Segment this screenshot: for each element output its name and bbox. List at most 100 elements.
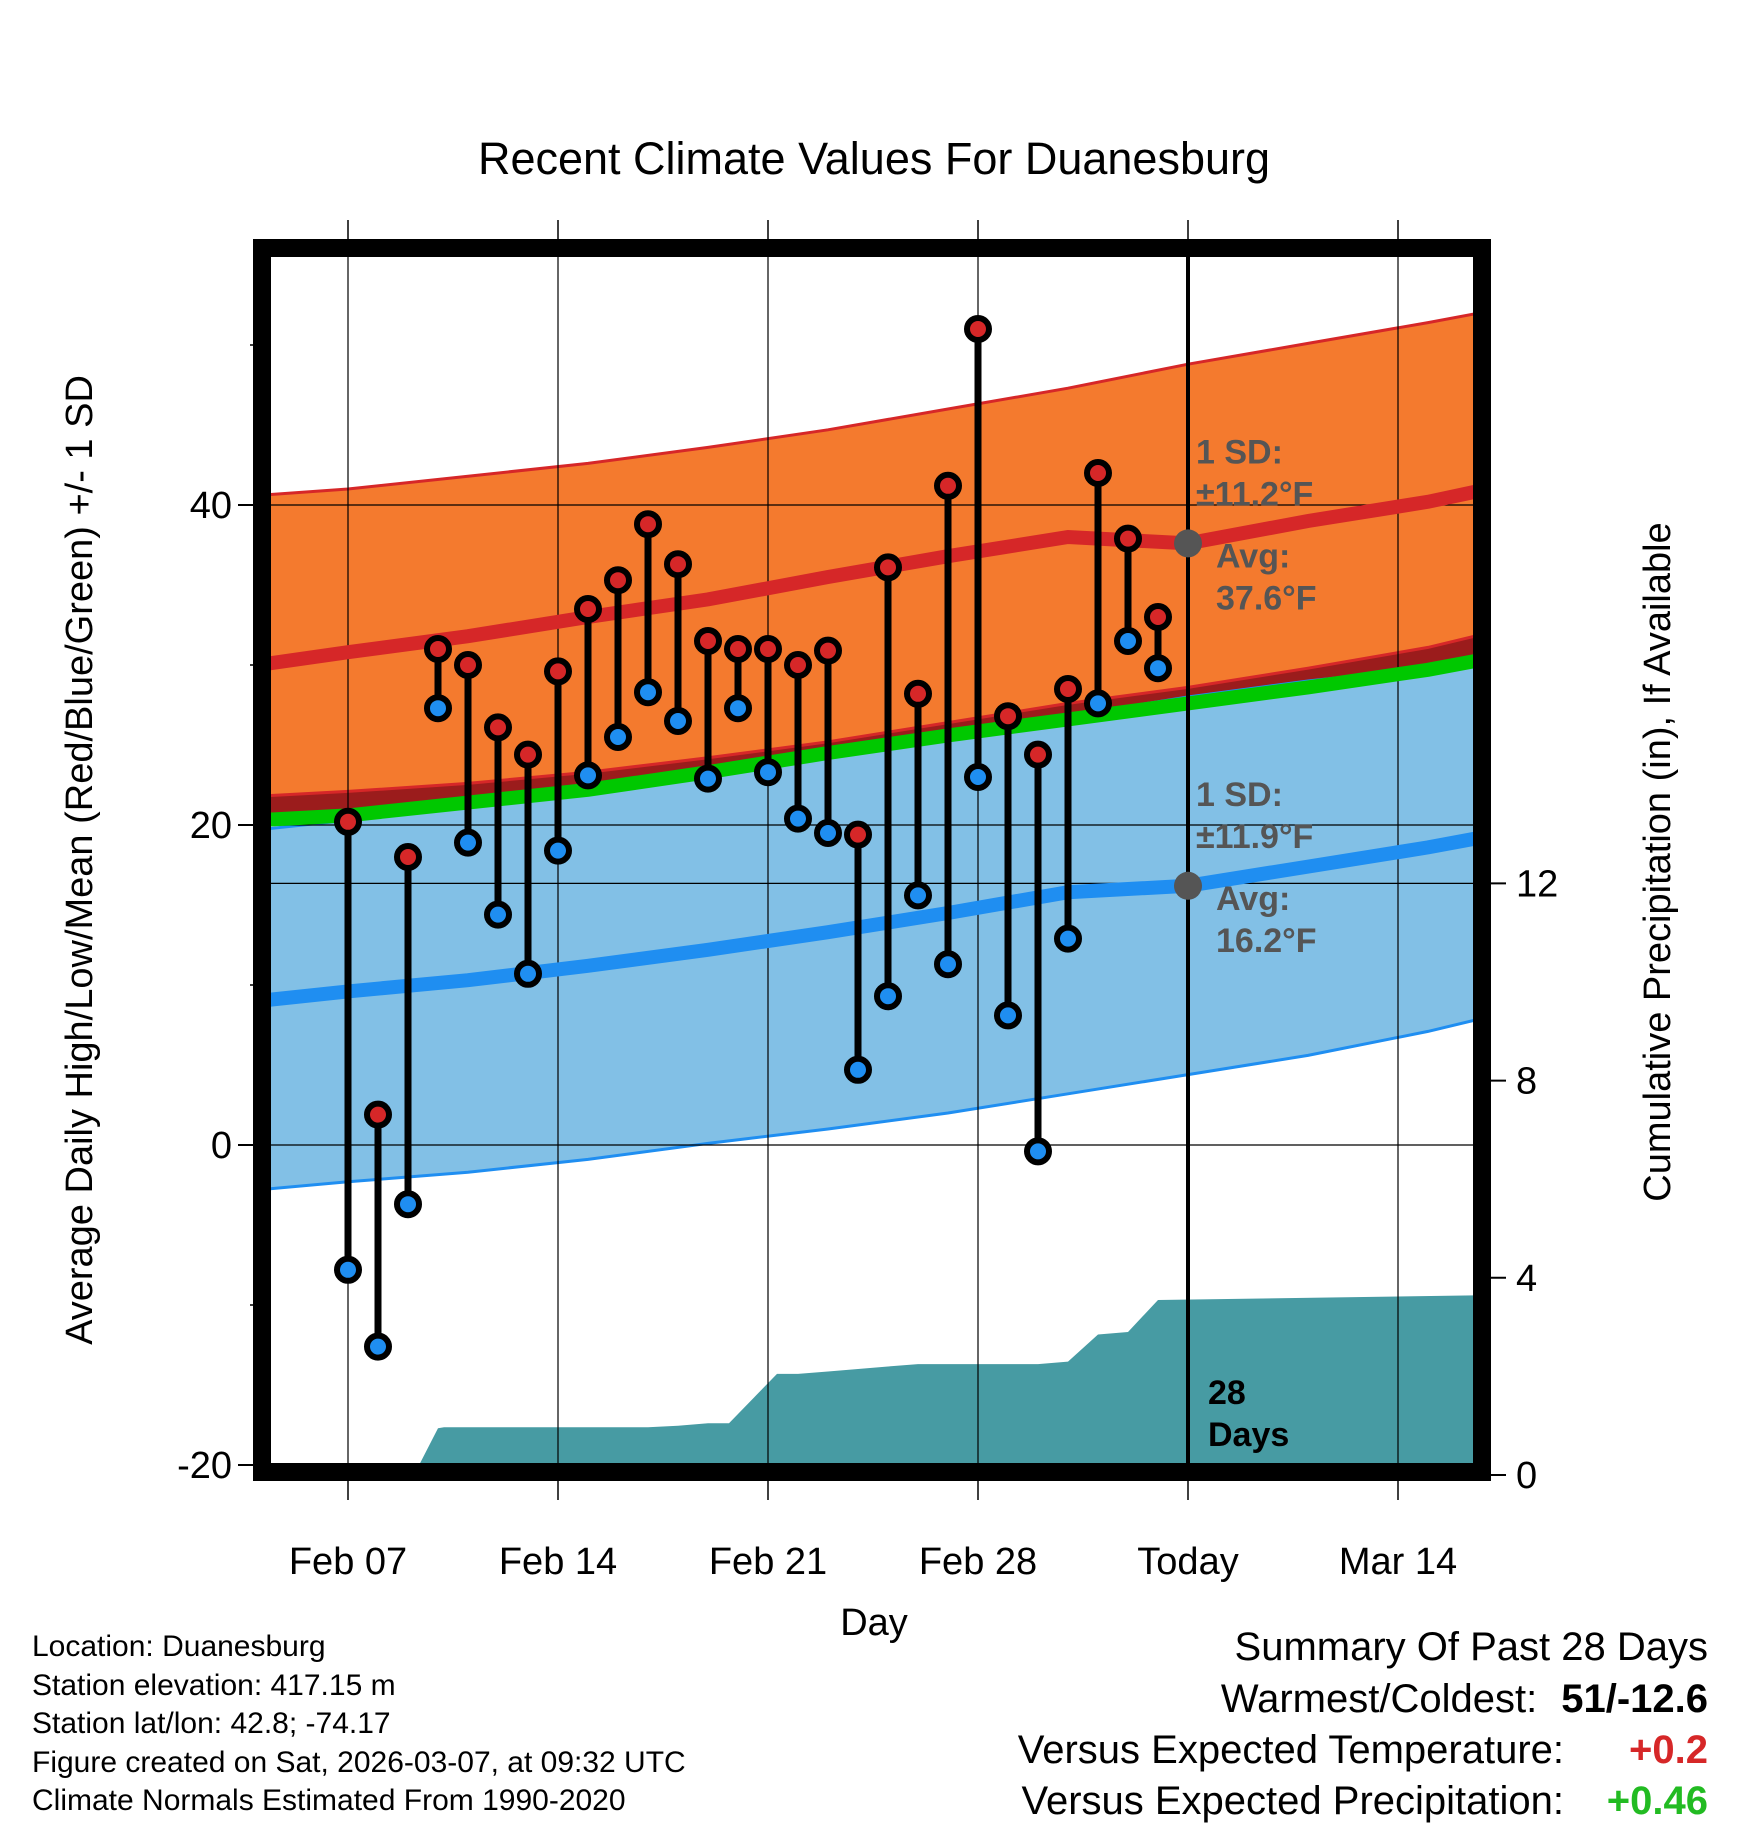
daily-low-point — [964, 763, 992, 791]
daily-high-point — [874, 553, 902, 582]
daily-low-point — [904, 881, 932, 910]
daily-high-point — [484, 713, 512, 742]
high-avg-value: 37.6°F — [1216, 579, 1317, 617]
x-tick-label: Feb 07 — [289, 1541, 407, 1583]
elevation-text: Station elevation: 417.15 m — [32, 1668, 396, 1702]
daily-high-point — [514, 740, 542, 769]
daily-low-point — [994, 1001, 1022, 1030]
daily-high-point — [454, 651, 482, 679]
daily-low-point — [754, 758, 782, 787]
high-avg-label: Avg: — [1216, 537, 1290, 575]
y-tick-label: 40 — [190, 485, 232, 527]
daily-high-point — [814, 636, 842, 665]
daily-high-point — [424, 635, 452, 663]
daily-high-point — [994, 702, 1022, 731]
x-axis-label: Day — [840, 1602, 908, 1644]
daily-low-point — [574, 761, 602, 790]
daily-low-point — [394, 1190, 422, 1219]
daily-low-point — [484, 900, 512, 929]
daily-low-point — [694, 764, 722, 793]
latlon-text: Station lat/lon: 42.8; -74.17 — [32, 1707, 391, 1740]
warm-cold-label: Warmest/Coldest: — [1220, 1677, 1538, 1721]
temp-value: +0.2 — [1629, 1728, 1708, 1772]
precip-row: Versus Expected Precipitation: +0.46 — [1018, 1779, 1708, 1830]
daily-low-point — [1114, 627, 1142, 655]
daily-high-point — [1144, 603, 1172, 631]
location-text: Location: Duanesburg — [32, 1630, 326, 1663]
daily-low-point — [844, 1055, 872, 1084]
daily-high-point — [394, 843, 422, 871]
precip-value: +0.46 — [1606, 1779, 1708, 1823]
precip-area — [414, 1295, 1482, 1472]
plot-area: 1 SD: ±11.2°F Avg: 37.6°F 1 SD: ±11.9°F Avg: 16… — [262, 248, 1482, 1472]
y2-tick-label: 8 — [1516, 1061, 1537, 1103]
precip-days-label: Days — [1208, 1416, 1289, 1454]
x-tick-label: Mar 14 — [1339, 1541, 1457, 1583]
y-axis-label: Average Daily High/Low/Mean (Red/Blue/Gr… — [59, 375, 101, 1345]
high-avg-marker — [1174, 529, 1202, 558]
daily-low-point — [724, 694, 752, 723]
y2-tick-label: 0 — [1516, 1455, 1537, 1497]
daily-high-point — [1054, 675, 1082, 703]
daily-low-point — [334, 1255, 362, 1284]
low-avg-label: Avg: — [1216, 880, 1290, 918]
summary-title: Summary Of Past 28 Days — [1234, 1625, 1708, 1669]
station-info: Location: Duanesburg Station elevation: … — [32, 1628, 686, 1821]
x-tick-label: Today — [1137, 1541, 1238, 1583]
high-sd-label: 1 SD: — [1196, 433, 1283, 471]
x-tick-label: Feb 14 — [499, 1541, 617, 1583]
daily-high-point — [844, 820, 872, 849]
daily-low-point — [874, 982, 902, 1011]
daily-high-point — [334, 807, 362, 836]
daily-low-point — [634, 678, 662, 707]
low-sd-label: 1 SD: — [1196, 776, 1283, 814]
daily-low-point — [364, 1332, 392, 1361]
daily-low-point — [544, 836, 572, 865]
low-minus-sd-line — [262, 1016, 1482, 1191]
normals-text: Climate Normals Estimated From 1990-2020 — [32, 1784, 626, 1817]
daily-high-point — [364, 1100, 392, 1129]
daily-high-point — [694, 627, 722, 655]
daily-low-point — [1054, 924, 1082, 953]
plot-frame — [253, 239, 1491, 1481]
high-sd-value: ±11.2°F — [1196, 475, 1313, 513]
daily-high-point — [934, 471, 962, 500]
daily-low-point — [1084, 689, 1112, 718]
daily-high-point — [964, 315, 992, 343]
high-plus-sd-line — [262, 310, 1482, 497]
chart-title: Recent Climate Values For Duanesburg — [478, 133, 1270, 184]
daily-low-point — [514, 959, 542, 988]
daily-high-point — [1024, 740, 1052, 769]
temp-label: Versus Expected Temperature: — [1017, 1728, 1564, 1772]
daily-high-point — [544, 657, 572, 686]
daily-low-point — [454, 828, 482, 857]
daily-high-point — [604, 566, 632, 595]
precip-days-count: 28 — [1208, 1374, 1246, 1412]
x-tick-label: Feb 21 — [709, 1541, 827, 1583]
y2-tick-label: 12 — [1516, 863, 1558, 905]
daily-high-point — [574, 595, 602, 623]
x-tick-label: Feb 28 — [919, 1541, 1037, 1583]
daily-low-point — [424, 694, 452, 723]
daily-high-point — [754, 635, 782, 663]
daily-high-point — [724, 635, 752, 663]
daily-high-point — [784, 651, 812, 679]
daily-high-point — [1114, 524, 1142, 553]
daily-low-point — [814, 819, 842, 847]
y-tick-label: 20 — [190, 805, 232, 847]
low-sd-value: ±11.9°F — [1196, 818, 1313, 856]
y-tick-label: 0 — [211, 1125, 232, 1167]
low-avg-marker — [1174, 871, 1202, 900]
overlap-band — [262, 634, 1482, 820]
y2-axis-label: Cumulative Precipitation (in), If Availa… — [1637, 522, 1679, 1201]
daily-high-point — [634, 510, 662, 539]
y2-tick-label: 4 — [1516, 1258, 1537, 1300]
daily-low-point — [1144, 654, 1172, 683]
summary-panel: Summary Of Past 28 Days Warmest/Coldest:… — [1018, 1625, 1708, 1830]
daily-low-point — [664, 707, 692, 735]
created-text: Figure created on Sat, 2026-03-07, at 09… — [32, 1745, 686, 1779]
daily-high-point — [904, 679, 932, 708]
daily-high-point — [1084, 459, 1112, 487]
daily-high-point — [664, 550, 692, 579]
